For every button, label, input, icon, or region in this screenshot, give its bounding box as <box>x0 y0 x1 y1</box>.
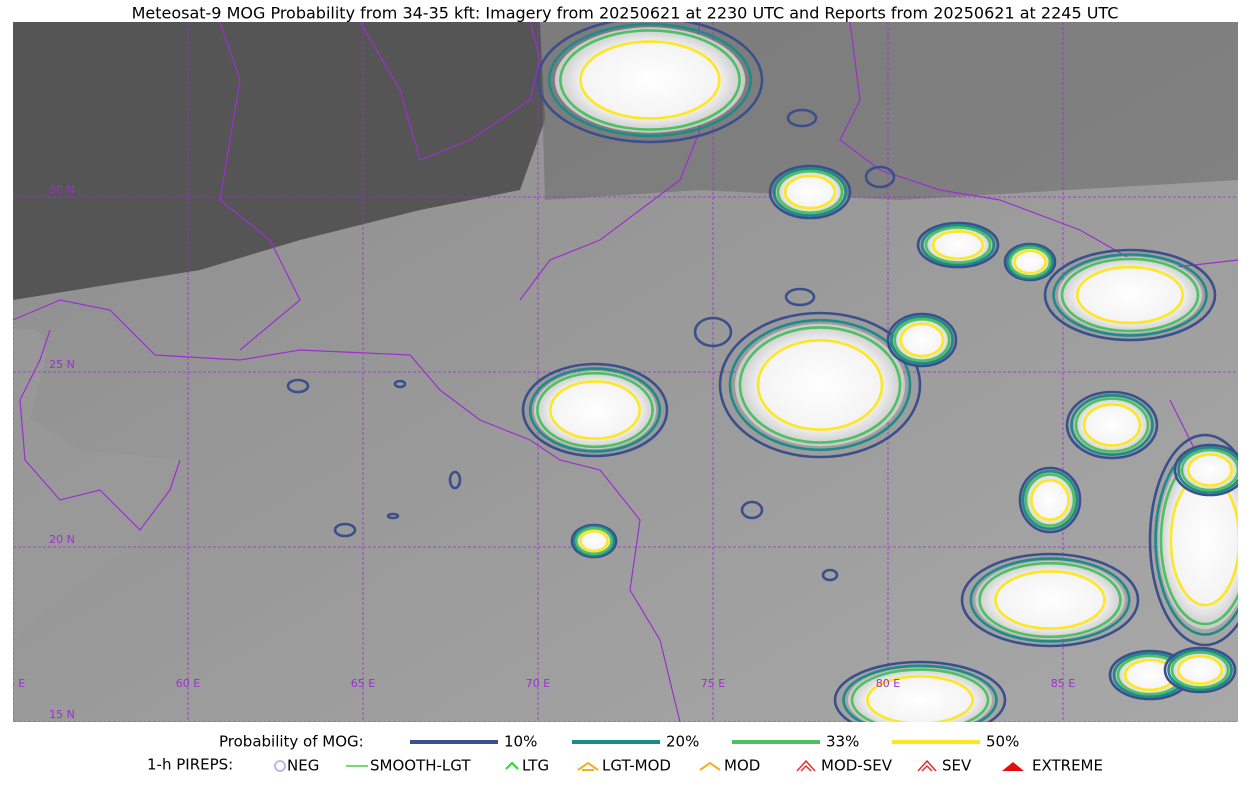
legend-symbol <box>1002 762 1024 771</box>
cloud-top <box>735 324 905 446</box>
lat-label: 15 N <box>49 708 75 721</box>
lon-label: 60 E <box>176 677 200 690</box>
legend-label: 20% <box>666 733 699 751</box>
legend-label: 50% <box>986 733 1019 751</box>
lat-label: 30 N <box>49 183 75 196</box>
legend-label: LTG <box>522 757 549 775</box>
legend-label: 10% <box>504 733 537 751</box>
lon-label: 75 E <box>701 677 725 690</box>
legend-label: EXTREME <box>1032 757 1103 775</box>
legend-label: SMOOTH-LGT <box>370 757 471 775</box>
legend-label: NEG <box>287 757 319 775</box>
legend-symbol <box>578 763 598 770</box>
legend-title: Probability of MOG: <box>219 733 364 751</box>
legend-label: LGT-MOD <box>602 757 671 775</box>
lon-label: 85 E <box>1051 677 1075 690</box>
legend-title: 1-h PIREPS: <box>147 756 233 774</box>
lon-label: 55 E <box>1 677 25 690</box>
legend-symbol <box>700 763 720 770</box>
legend-label: MOD <box>724 757 760 775</box>
lon-label: 80 E <box>876 677 900 690</box>
title: Meteosat-9 MOG Probability from 34-35 kf… <box>132 4 1119 23</box>
legend: Probability of MOG: 1-h PIREPS: 10% 20% 33… <box>147 733 1103 775</box>
legend-label: MOD-SEV <box>821 757 893 775</box>
legend-label: 33% <box>826 733 859 751</box>
legend-symbol <box>918 761 936 771</box>
legend-symbol <box>797 761 815 771</box>
lat-label: 20 N <box>49 533 75 546</box>
cloud-top <box>555 27 745 132</box>
map: 55 E 60 E 65 E 70 E 75 E 80 E 85 E 30 N 25 N 20 N… <box>1 18 1250 738</box>
legend-symbol <box>275 761 285 771</box>
lon-label: 65 E <box>351 677 375 690</box>
lon-label: 70 E <box>526 677 550 690</box>
lat-label: 25 N <box>49 358 75 371</box>
legend-label: SEV <box>942 757 972 775</box>
legend-symbol <box>506 763 518 769</box>
